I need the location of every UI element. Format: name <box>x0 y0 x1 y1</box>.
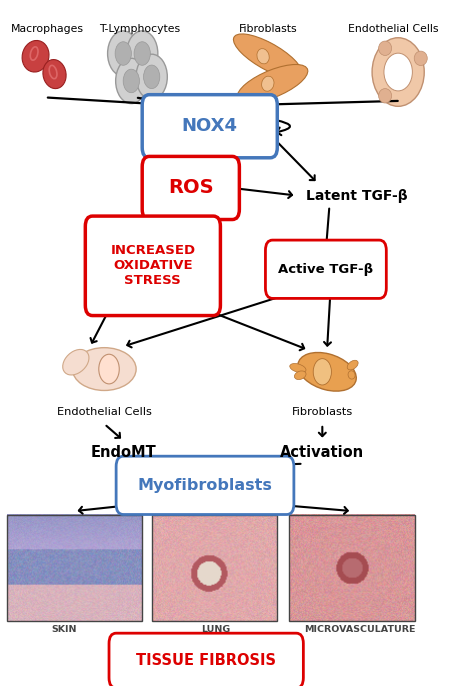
Text: TISSUE FIBROSIS: TISSUE FIBROSIS <box>136 653 276 668</box>
Ellipse shape <box>298 353 356 391</box>
Ellipse shape <box>384 54 412 91</box>
Circle shape <box>134 42 150 65</box>
Circle shape <box>123 69 139 93</box>
Text: Myofibroblasts: Myofibroblasts <box>137 478 273 493</box>
Text: SKIN: SKIN <box>51 625 77 635</box>
FancyBboxPatch shape <box>142 156 239 220</box>
Circle shape <box>116 58 147 104</box>
Text: Endothelial Cells: Endothelial Cells <box>348 24 438 34</box>
Text: Activation: Activation <box>280 445 365 460</box>
Ellipse shape <box>262 76 274 91</box>
FancyBboxPatch shape <box>116 456 294 514</box>
FancyBboxPatch shape <box>109 633 303 686</box>
FancyBboxPatch shape <box>142 95 277 158</box>
Ellipse shape <box>379 88 392 103</box>
Text: Endothelial Cells: Endothelial Cells <box>57 407 152 416</box>
Text: Macrophages: Macrophages <box>11 24 84 34</box>
Text: ROS: ROS <box>168 178 214 198</box>
Text: T-Lymphocytes: T-Lymphocytes <box>99 24 181 34</box>
Circle shape <box>144 65 160 88</box>
Text: MICROVASCULATURE: MICROVASCULATURE <box>304 625 416 635</box>
Text: Fibroblasts: Fibroblasts <box>238 24 297 34</box>
Ellipse shape <box>257 49 269 64</box>
Ellipse shape <box>414 51 427 65</box>
Circle shape <box>313 359 331 385</box>
Ellipse shape <box>73 348 136 390</box>
Text: Latent TGF-β: Latent TGF-β <box>306 189 407 202</box>
FancyBboxPatch shape <box>85 216 220 316</box>
Text: LUNG: LUNG <box>201 625 230 635</box>
Ellipse shape <box>63 349 89 375</box>
Circle shape <box>136 54 167 99</box>
Ellipse shape <box>233 34 302 79</box>
Text: EndoMT: EndoMT <box>91 445 156 460</box>
FancyBboxPatch shape <box>265 240 386 298</box>
Ellipse shape <box>347 360 358 370</box>
Ellipse shape <box>43 60 66 88</box>
Circle shape <box>108 31 139 76</box>
Text: Active TGF-β: Active TGF-β <box>278 263 374 276</box>
Circle shape <box>115 42 131 65</box>
Ellipse shape <box>237 64 308 103</box>
Ellipse shape <box>290 364 306 372</box>
Text: Fibroblasts: Fibroblasts <box>292 407 353 416</box>
Circle shape <box>99 354 119 384</box>
Text: NOX4: NOX4 <box>182 117 238 135</box>
Ellipse shape <box>372 38 424 106</box>
Ellipse shape <box>22 40 49 72</box>
Circle shape <box>127 31 158 76</box>
Ellipse shape <box>348 371 355 379</box>
Text: INCREASED
OXIDATIVE
STRESS: INCREASED OXIDATIVE STRESS <box>110 244 195 287</box>
Ellipse shape <box>294 371 306 379</box>
Ellipse shape <box>379 41 392 56</box>
